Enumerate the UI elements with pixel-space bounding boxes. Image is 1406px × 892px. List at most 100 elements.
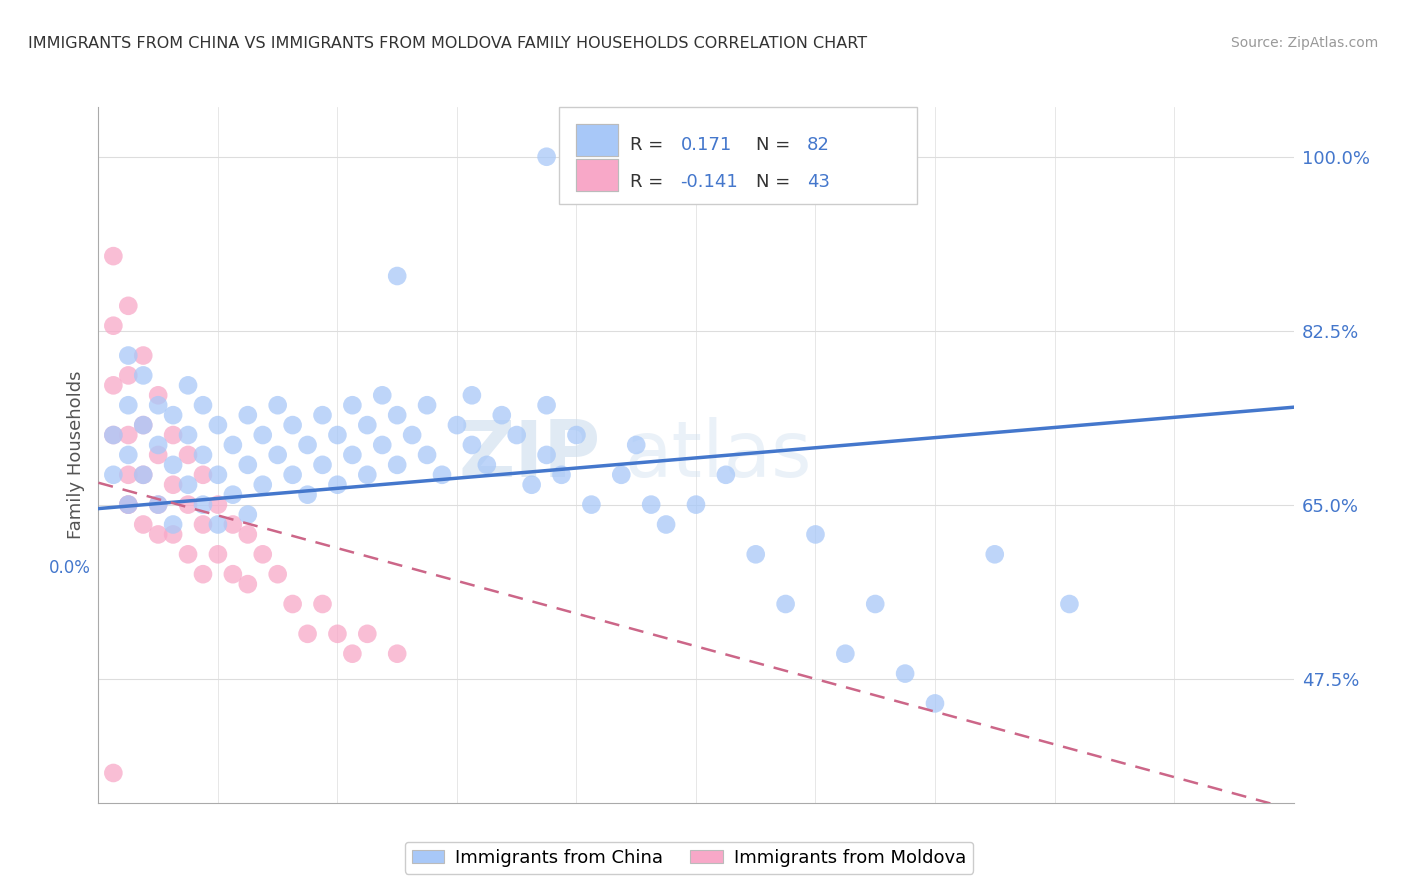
- Y-axis label: Family Households: Family Households: [66, 371, 84, 539]
- Point: [252, 428, 274, 442]
- Point: [342, 448, 364, 462]
- Point: [222, 517, 245, 532]
- Point: [371, 438, 394, 452]
- Point: [191, 398, 214, 412]
- Point: [311, 408, 333, 422]
- Point: [236, 458, 259, 472]
- Point: [148, 498, 170, 512]
- Point: [385, 408, 409, 422]
- Point: [177, 428, 200, 442]
- Point: [385, 268, 409, 283]
- Point: [311, 458, 333, 472]
- Point: [311, 597, 333, 611]
- Point: [252, 547, 274, 561]
- Point: [117, 299, 139, 313]
- Point: [297, 627, 319, 641]
- Point: [581, 498, 603, 512]
- FancyBboxPatch shape: [576, 159, 619, 191]
- Point: [132, 368, 155, 383]
- Point: [267, 448, 290, 462]
- Point: [132, 349, 155, 363]
- Point: [924, 697, 946, 711]
- Point: [371, 388, 394, 402]
- Text: 43: 43: [807, 173, 830, 191]
- Point: [267, 398, 290, 412]
- Point: [132, 467, 155, 482]
- Point: [550, 467, 572, 482]
- Point: [252, 477, 274, 491]
- Point: [984, 547, 1007, 561]
- Point: [117, 428, 139, 442]
- Point: [103, 766, 125, 780]
- Point: [342, 647, 364, 661]
- Point: [177, 498, 200, 512]
- Point: [446, 418, 468, 433]
- Point: [536, 448, 558, 462]
- Point: [177, 448, 200, 462]
- Point: [565, 428, 588, 442]
- Point: [610, 467, 633, 482]
- Point: [475, 458, 498, 472]
- Point: [177, 378, 200, 392]
- Point: [416, 448, 439, 462]
- Point: [117, 498, 139, 512]
- Point: [894, 666, 917, 681]
- Point: [281, 597, 304, 611]
- Point: [177, 477, 200, 491]
- Point: [117, 368, 139, 383]
- Point: [148, 498, 170, 512]
- Point: [401, 428, 423, 442]
- Point: [236, 527, 259, 541]
- Point: [207, 418, 229, 433]
- Point: [177, 547, 200, 561]
- Text: Source: ZipAtlas.com: Source: ZipAtlas.com: [1230, 36, 1378, 50]
- Point: [804, 527, 827, 541]
- Point: [385, 647, 409, 661]
- Point: [132, 467, 155, 482]
- Text: N =: N =: [756, 136, 796, 153]
- Text: ZIP: ZIP: [458, 417, 600, 493]
- Point: [148, 438, 170, 452]
- Point: [267, 567, 290, 582]
- Point: [281, 467, 304, 482]
- Point: [191, 567, 214, 582]
- Point: [536, 398, 558, 412]
- Point: [207, 498, 229, 512]
- Point: [745, 547, 768, 561]
- Point: [117, 467, 139, 482]
- Point: [520, 477, 543, 491]
- Text: IMMIGRANTS FROM CHINA VS IMMIGRANTS FROM MOLDOVA FAMILY HOUSEHOLDS CORRELATION C: IMMIGRANTS FROM CHINA VS IMMIGRANTS FROM…: [28, 36, 868, 51]
- Point: [236, 577, 259, 591]
- Point: [162, 428, 184, 442]
- FancyBboxPatch shape: [576, 124, 619, 156]
- Point: [162, 527, 184, 541]
- Point: [506, 428, 529, 442]
- Point: [385, 458, 409, 472]
- Point: [685, 498, 707, 512]
- Point: [461, 388, 484, 402]
- Point: [640, 498, 662, 512]
- Point: [356, 418, 378, 433]
- Legend: Immigrants from China, Immigrants from Moldova: Immigrants from China, Immigrants from M…: [405, 842, 973, 874]
- Text: 82: 82: [807, 136, 830, 153]
- Point: [1059, 597, 1081, 611]
- Point: [162, 408, 184, 422]
- Point: [207, 517, 229, 532]
- Point: [356, 467, 378, 482]
- Point: [148, 448, 170, 462]
- Point: [103, 428, 125, 442]
- Point: [834, 647, 856, 661]
- Text: R =: R =: [630, 136, 669, 153]
- Point: [117, 398, 139, 412]
- Point: [191, 467, 214, 482]
- Point: [236, 408, 259, 422]
- Point: [162, 477, 184, 491]
- Point: [162, 458, 184, 472]
- Point: [655, 517, 678, 532]
- Point: [356, 627, 378, 641]
- Point: [103, 249, 125, 263]
- Point: [342, 398, 364, 412]
- Point: [132, 418, 155, 433]
- Text: R =: R =: [630, 173, 669, 191]
- Point: [222, 438, 245, 452]
